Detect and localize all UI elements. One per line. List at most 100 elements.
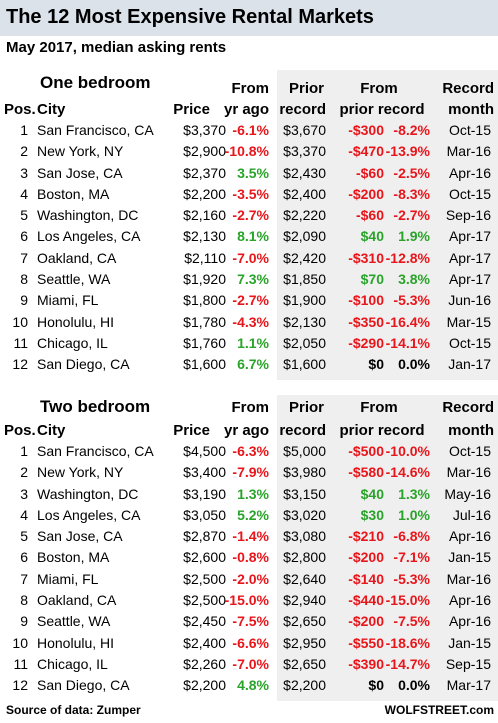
record-month-cell: Mar-16 [446, 143, 491, 160]
change-amount-cell: -$310 [348, 249, 384, 266]
table-row: 11 Chicago, IL $2,260 -7.0% $2,650 -$390 -14.7… [0, 654, 498, 675]
table-row: 1 San Francisco, CA $4,500 -6.3% $5,000 -$500… [0, 441, 498, 462]
change-amount-cell: -$550 [348, 634, 384, 651]
record-month-cell: Apr-17 [448, 249, 491, 266]
change-percent-cell: -5.3% [393, 292, 430, 309]
change-amount-cell: $70 [360, 271, 384, 288]
prior-record-cell: $2,950 [283, 634, 326, 651]
price-cell: $1,600 [183, 356, 226, 373]
change-amount-cell: $0 [368, 677, 384, 694]
change-amount-cell: -$290 [348, 334, 384, 351]
change-percent-cell: 1.0% [398, 506, 430, 523]
shaded-panel-two-bedroom [277, 395, 498, 701]
price-cell: $2,110 [184, 249, 226, 266]
prior-record-cell: $5,000 [283, 443, 326, 459]
prior-record-cell: $3,020 [283, 506, 326, 523]
prior-record-cell: $2,050 [283, 334, 326, 351]
city-cell: Boston, MA [37, 185, 110, 202]
record-month-cell: Oct-15 [448, 443, 491, 459]
change-percent-cell: -15.0% [385, 592, 430, 609]
header-city: City [37, 422, 66, 439]
table-row: 10 Honolulu, HI $2,400 -6.6% $2,950 -$550 -18.… [0, 633, 498, 654]
city-cell: San Francisco, CA [37, 443, 154, 459]
change-percent-cell: -2.5% [393, 164, 430, 181]
section-title-two-bedroom: Two bedroom [40, 397, 151, 416]
price-cell: $2,200 [183, 185, 226, 202]
table-row: 6 Los Angeles, CA $2,130 8.1% $2,090 $40 1.9% A… [0, 226, 498, 247]
price-cell: $2,200 [183, 677, 226, 694]
header-prior-record: prior record [339, 101, 425, 118]
price-cell: $1,780 [183, 313, 226, 330]
table-row: 6 Boston, MA $2,600 -0.8% $2,800 -$200 -7.1% Ja… [0, 547, 498, 568]
header-prior: Prior [288, 80, 324, 97]
change-amount-cell: -$200 [348, 549, 384, 566]
header-month: month [448, 422, 494, 439]
rank-cell: 4 [20, 185, 28, 202]
yoy-change-cell: 7.3% [237, 271, 269, 288]
change-percent-cell: -2.7% [393, 207, 430, 224]
change-amount-cell: -$60 [355, 164, 384, 181]
yoy-change-cell: 4.8% [237, 677, 269, 694]
header-prior: Prior [288, 399, 324, 416]
city-cell: Los Angeles, CA [37, 228, 141, 245]
price-cell: $2,870 [183, 528, 226, 545]
header-pos: Pos. [4, 101, 36, 118]
record-month-cell: Jan-15 [448, 549, 491, 566]
change-amount-cell: -$500 [348, 443, 384, 459]
record-month-cell: Mar-17 [446, 677, 491, 694]
prior-record-cell: $3,150 [283, 485, 326, 502]
rank-cell: 9 [20, 292, 28, 309]
change-percent-cell: -14.1% [385, 334, 430, 351]
record-month-cell: Mar-16 [446, 570, 491, 587]
rank-cell: 6 [20, 549, 28, 566]
rank-cell: 7 [20, 570, 28, 587]
city-cell: San Jose, CA [37, 528, 123, 545]
table-row: 8 Oakland, CA $2,500 -15.0% $2,940 -$440 -15.0… [0, 590, 498, 611]
change-amount-cell: -$100 [348, 292, 384, 309]
prior-record-cell: $2,800 [283, 549, 326, 566]
shaded-panel-one-bedroom [277, 70, 498, 380]
header-from: From [231, 399, 270, 416]
change-percent-cell: -5.3% [393, 570, 430, 587]
record-month-cell: Oct-15 [448, 334, 491, 351]
prior-record-cell: $3,080 [283, 528, 326, 545]
record-month-cell: Oct-15 [448, 122, 491, 138]
rank-cell: 1 [20, 122, 28, 138]
change-percent-cell: -10.0% [385, 443, 430, 459]
change-percent-cell: 3.8% [398, 271, 430, 288]
record-month-cell: Sep-15 [445, 655, 491, 672]
rank-cell: 6 [20, 228, 28, 245]
rank-cell: 8 [20, 592, 28, 609]
city-cell: San Diego, CA [37, 356, 130, 373]
yoy-change-cell: 6.7% [237, 356, 269, 373]
header-record-sub: record [279, 422, 326, 439]
change-percent-cell: 0.0% [398, 677, 430, 694]
price-cell: $1,920 [183, 271, 226, 288]
price-cell: $3,190 [183, 485, 226, 502]
table-row: 2 New York, NY $2,900 -10.8% $3,370 -$470 -13.… [0, 141, 498, 162]
change-percent-cell: -7.1% [393, 549, 430, 566]
price-cell: $2,500 [183, 592, 226, 609]
yoy-change-cell: 5.2% [237, 506, 269, 523]
table-row: 2 New York, NY $3,400 -7.9% $3,980 -$580 -14.6… [0, 462, 498, 483]
record-month-cell: Jan-15 [448, 634, 491, 651]
change-percent-cell: 1.3% [398, 485, 430, 502]
yoy-change-cell: 3.5% [237, 164, 269, 181]
prior-record-cell: $3,670 [283, 122, 326, 138]
rank-cell: 5 [20, 207, 28, 224]
change-amount-cell: $30 [360, 506, 384, 523]
change-amount-cell: -$60 [355, 207, 384, 224]
table-row: 12 San Diego, CA $1,600 6.7% $1,600 $0 0.0% Jan… [0, 354, 498, 375]
record-month-cell: May-16 [444, 485, 491, 502]
price-cell: $2,900 [183, 143, 226, 160]
rank-cell: 8 [20, 271, 28, 288]
rank-cell: 1 [20, 443, 28, 459]
prior-record-cell: $2,640 [283, 570, 326, 587]
rank-cell: 9 [20, 613, 28, 630]
prior-record-cell: $2,420 [283, 249, 326, 266]
table-row: 4 Boston, MA $2,200 -3.5% $2,400 -$200 -8.3% Oc… [0, 184, 498, 205]
change-amount-cell: -$200 [348, 613, 384, 630]
price-cell: $2,500 [183, 570, 226, 587]
city-cell: Miami, FL [37, 570, 99, 587]
change-percent-cell: -14.6% [385, 464, 430, 481]
